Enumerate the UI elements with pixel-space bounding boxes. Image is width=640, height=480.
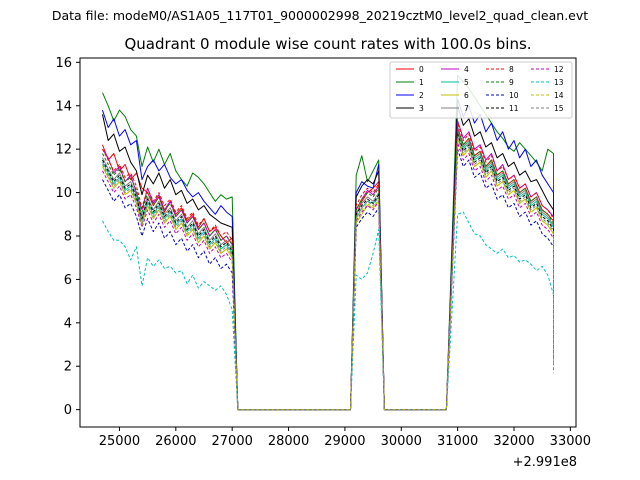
plot-frame [79, 57, 577, 428]
series-line-1 [102, 74, 554, 411]
y-tick-label: 10 [55, 186, 72, 201]
legend-label-5: 5 [464, 78, 469, 87]
series-line-12 [102, 142, 554, 411]
series-line-4 [102, 120, 554, 411]
y-tick-label: 12 [55, 143, 72, 158]
legend-box [389, 61, 573, 119]
chart-title: Quadrant 0 module wise count rates with … [124, 35, 531, 53]
legend-label-7: 7 [464, 104, 469, 113]
legend-label-12: 12 [554, 65, 564, 74]
series-line-3 [102, 105, 554, 411]
series-line-7 [102, 129, 554, 411]
legend-label-14: 14 [554, 91, 564, 100]
y-tick-label: 4 [64, 316, 72, 331]
y-tick-label: 14 [55, 99, 72, 114]
x-offset-label: +2.991e8 [513, 455, 577, 470]
x-tick-label: 25000 [99, 434, 140, 449]
legend-label-13: 13 [554, 78, 564, 87]
y-tick-label: 2 [64, 360, 72, 375]
series-line-14 [102, 137, 554, 411]
y-axis: 0 2 4 6 8 10 12 14 16 [55, 56, 80, 418]
plot-lines [102, 74, 554, 411]
x-tick-label: 33000 [550, 434, 591, 449]
legend-label-2: 2 [419, 91, 424, 100]
x-tick-label: 26000 [155, 434, 196, 449]
series-line-8 [102, 122, 554, 411]
legend-label-4: 4 [464, 65, 469, 74]
y-tick-label: 6 [64, 273, 72, 288]
y-tick-label: 8 [64, 229, 72, 244]
x-tick-label: 31000 [437, 434, 478, 449]
x-axis: 25000 26000 27000 28000 29000 30000 31000 32000… [99, 427, 591, 449]
series-line-10 [102, 148, 554, 411]
series-line-5 [102, 131, 554, 411]
y-tick-label: 0 [64, 403, 72, 418]
y-tick-label: 16 [55, 56, 72, 71]
x-tick-label: 32000 [493, 434, 534, 449]
legend-label-9: 9 [509, 78, 514, 87]
chart-suptitle: Data file: modeM0/AS1A05_117T01_90000029… [52, 8, 588, 23]
x-tick-label: 28000 [268, 434, 309, 449]
legend-label-11: 11 [509, 104, 519, 113]
series-line-6 [102, 137, 554, 411]
x-tick-label: 29000 [324, 434, 365, 449]
series-line-11 [102, 133, 554, 411]
legend-label-6: 6 [464, 91, 469, 100]
legend-label-8: 8 [509, 65, 514, 74]
legend-label-3: 3 [419, 104, 424, 113]
legend-label-10: 10 [509, 91, 519, 100]
legend-label-0: 0 [419, 65, 424, 74]
x-tick-label: 30000 [381, 434, 422, 449]
series-line-13 [102, 211, 554, 411]
legend-label-15: 15 [554, 104, 564, 113]
legend-label-1: 1 [419, 78, 424, 87]
x-tick-label: 27000 [212, 434, 253, 449]
